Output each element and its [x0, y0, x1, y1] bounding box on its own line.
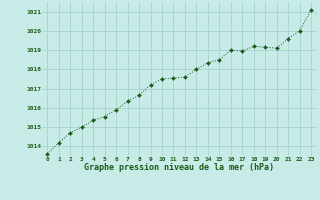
X-axis label: Graphe pression niveau de la mer (hPa): Graphe pression niveau de la mer (hPa) — [84, 163, 274, 172]
